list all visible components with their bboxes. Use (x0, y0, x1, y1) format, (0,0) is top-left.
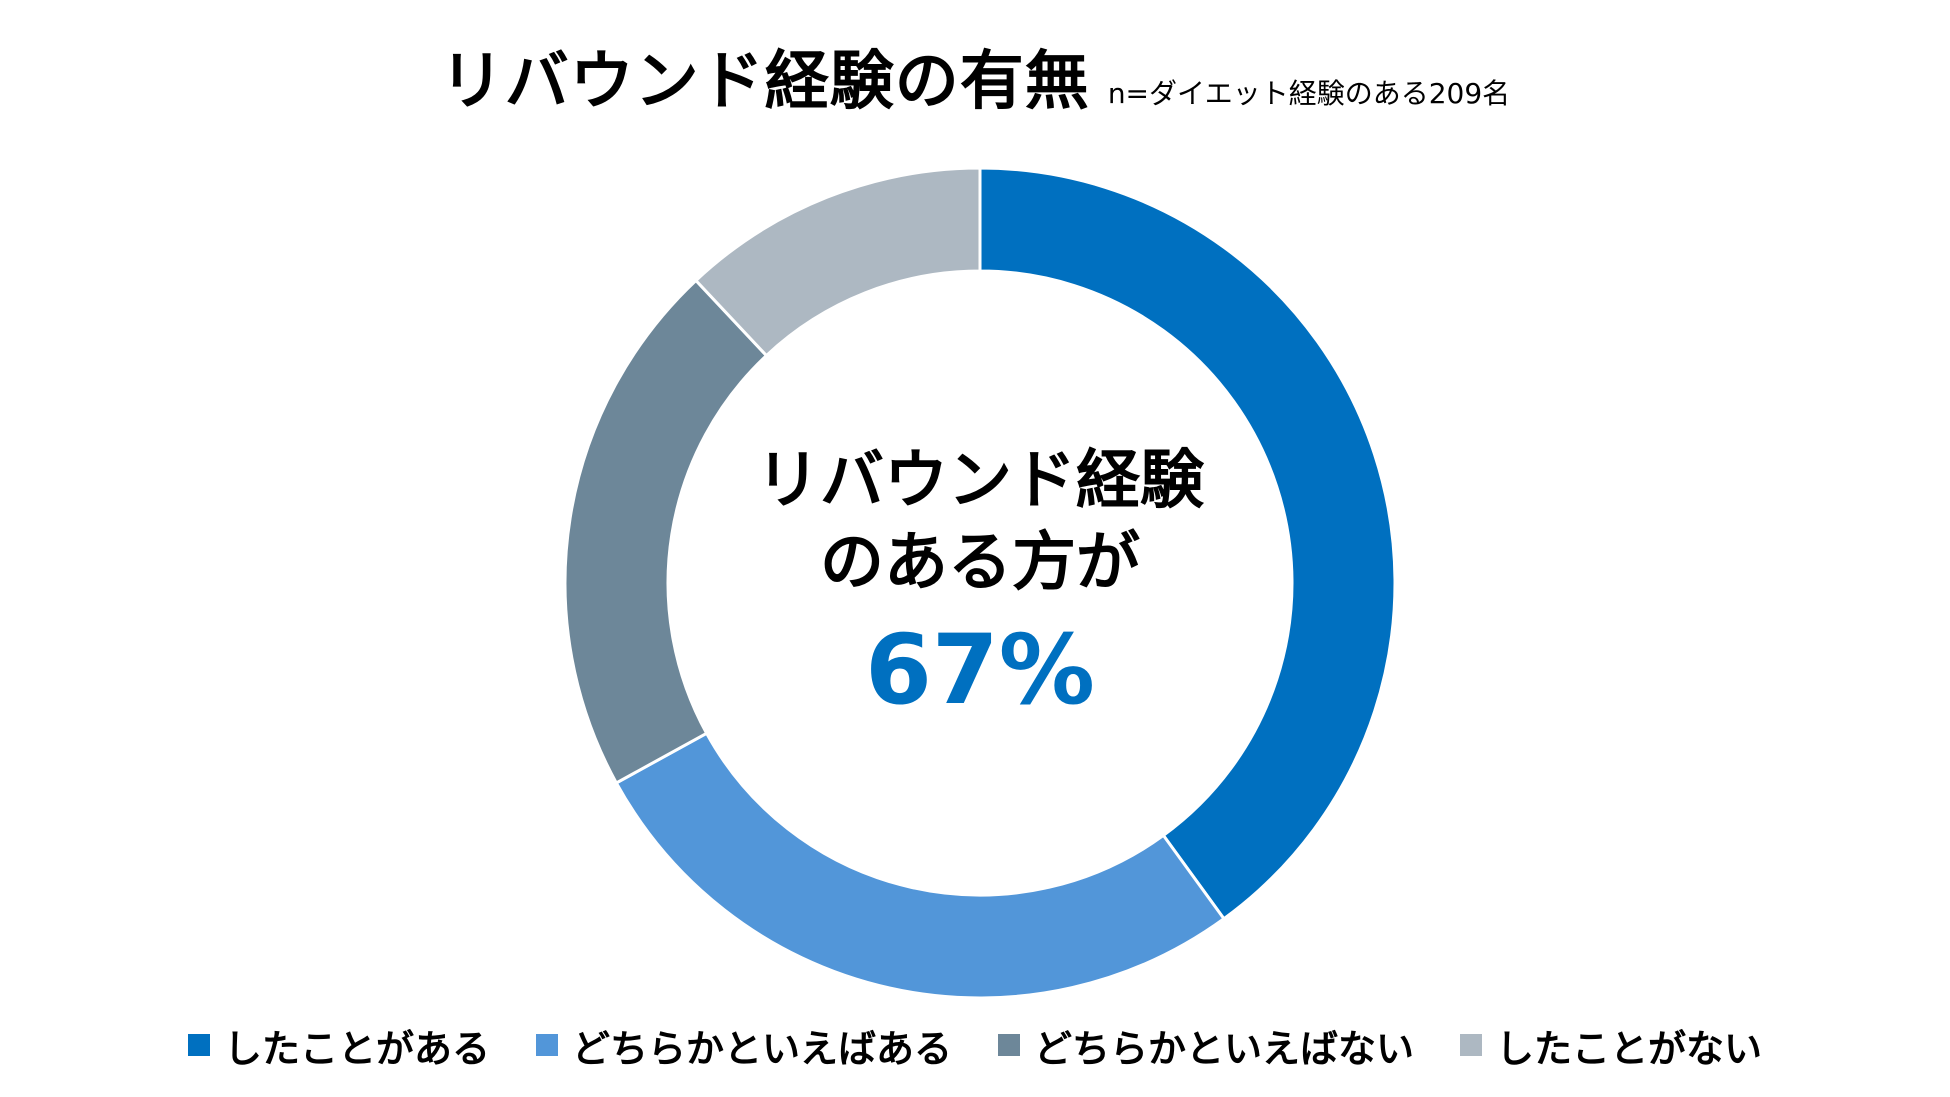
legend: したことがある どちらかといえばある どちらかといえばない したことがない (0, 1015, 1950, 1075)
legend-label-2: どちらかといえばある (571, 1026, 952, 1071)
donut-slice-1 (978, 166, 1397, 921)
legend-swatch-4 (1460, 1034, 1483, 1056)
legend-swatch-1 (187, 1034, 210, 1056)
legend-label-3: どちらかといえばない (1034, 1026, 1415, 1071)
legend-item-4: したことがない (1460, 1018, 1762, 1073)
chart-title: リバウンド経験の有無 (439, 45, 1090, 119)
center-percent: 67% (865, 614, 1095, 726)
legend-item-3: どちらかといえばない (998, 1018, 1414, 1073)
donut-slices (563, 166, 1397, 1000)
title-row: リバウンド経験の有無 n=ダイエット経験のある209名 (0, 30, 1950, 130)
center-line-1: リバウンド経験 (756, 444, 1204, 518)
legend-label-4: したことがない (1496, 1026, 1763, 1071)
legend-swatch-3 (998, 1034, 1020, 1056)
chart-subtitle: n=ダイエット経験のある209名 (1107, 77, 1511, 110)
legend-label-1: したことがある (223, 1026, 490, 1071)
donut-slice-2 (614, 731, 1227, 1000)
donut-slice-3 (563, 278, 769, 785)
legend-swatch-2 (535, 1034, 558, 1056)
center-line-2: のある方が (820, 526, 1140, 600)
legend-item-1: したことがある (187, 1018, 490, 1073)
center-callout: リバウンド経験 のある方が 67% (670, 440, 1290, 730)
donut-slice-4 (693, 166, 982, 358)
legend-item-2: どちらかといえばある (535, 1018, 952, 1073)
